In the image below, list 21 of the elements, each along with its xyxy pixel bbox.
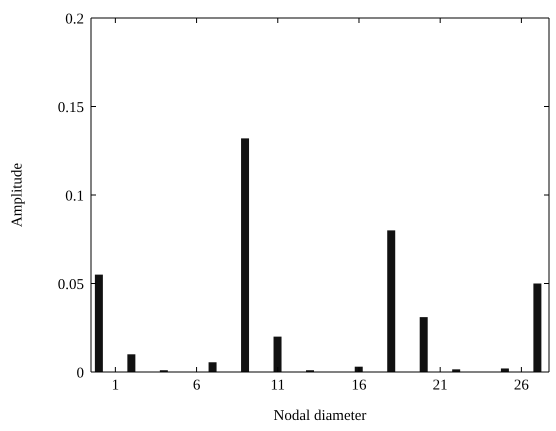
y-tick-label: 0.1 xyxy=(65,188,84,204)
x-tick-label: 1 xyxy=(112,378,120,394)
y-tick-label: 0.2 xyxy=(65,11,84,28)
x-tick-label: 21 xyxy=(432,378,448,394)
bar xyxy=(274,336,282,372)
x-tick-label: 16 xyxy=(351,378,367,394)
y-tick-label: 0.05 xyxy=(58,276,84,293)
x-tick-label: 26 xyxy=(514,378,530,394)
x-tick-label: 6 xyxy=(192,378,201,394)
bar xyxy=(127,354,136,372)
bar xyxy=(94,274,103,372)
bar xyxy=(387,230,396,372)
bar xyxy=(533,284,542,372)
x-tick-label: 11 xyxy=(270,378,285,394)
bar xyxy=(208,362,217,372)
y-axis-title: Amplitude xyxy=(9,162,26,228)
y-tick-label: 0 xyxy=(76,365,84,382)
bar xyxy=(420,317,428,372)
bar xyxy=(241,138,250,372)
x-axis-title: Nodal diameter xyxy=(274,408,366,424)
y-tick-label: 0.15 xyxy=(58,100,84,116)
